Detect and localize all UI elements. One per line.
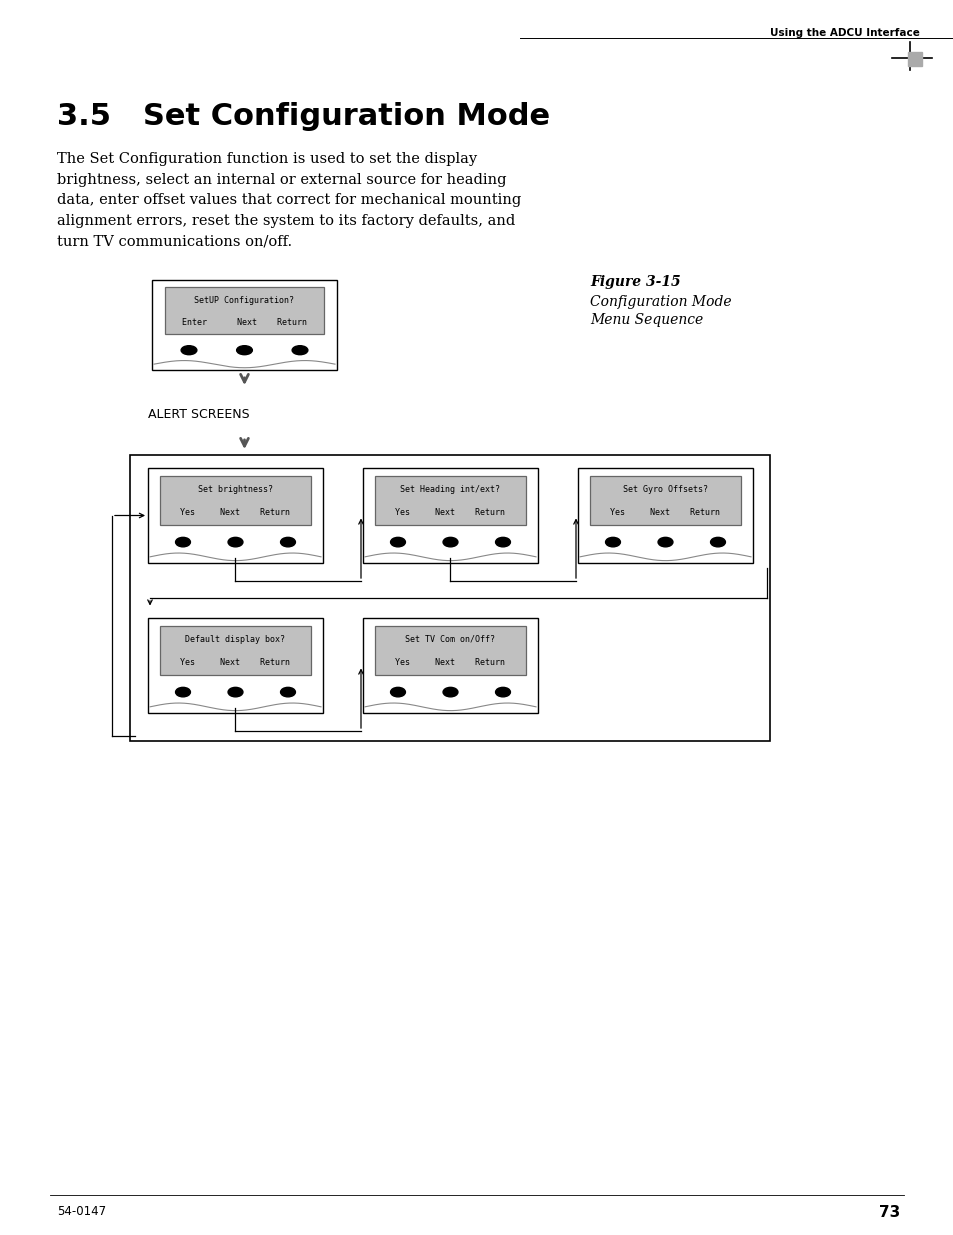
Text: Yes     Next    Return: Yes Next Return <box>180 658 291 667</box>
Text: 3.5   Set Configuration Mode: 3.5 Set Configuration Mode <box>57 103 550 131</box>
Ellipse shape <box>442 688 457 697</box>
Bar <box>165 288 324 333</box>
Bar <box>363 618 537 713</box>
Text: Yes     Next    Return: Yes Next Return <box>395 658 505 667</box>
Ellipse shape <box>175 688 191 697</box>
Text: Configuration Mode: Configuration Mode <box>589 295 731 309</box>
Text: Set Heading int/ext?: Set Heading int/ext? <box>400 485 500 494</box>
Text: 54-0147: 54-0147 <box>57 1205 106 1218</box>
Ellipse shape <box>605 537 619 547</box>
Bar <box>375 626 525 676</box>
Text: Using the ADCU Interface: Using the ADCU Interface <box>769 28 919 38</box>
Bar <box>148 618 323 713</box>
Ellipse shape <box>390 688 405 697</box>
Bar <box>907 52 921 65</box>
Text: Menu Sequence: Menu Sequence <box>589 312 702 327</box>
Ellipse shape <box>280 688 295 697</box>
Text: Yes     Next    Return: Yes Next Return <box>610 508 720 517</box>
Ellipse shape <box>710 537 724 547</box>
Bar <box>160 626 311 676</box>
Ellipse shape <box>181 346 196 354</box>
Ellipse shape <box>442 537 457 547</box>
Bar <box>148 468 323 563</box>
Bar <box>363 468 537 563</box>
Text: Set TV Com on/Off?: Set TV Com on/Off? <box>405 635 495 643</box>
Ellipse shape <box>495 537 510 547</box>
Text: Enter      Next    Return: Enter Next Return <box>182 317 307 327</box>
Bar <box>590 475 740 525</box>
Ellipse shape <box>390 537 405 547</box>
Text: SetUP Configuration?: SetUP Configuration? <box>194 296 294 305</box>
Text: ALERT SCREENS: ALERT SCREENS <box>148 408 250 421</box>
Ellipse shape <box>495 688 510 697</box>
Text: Set Gyro Offsets?: Set Gyro Offsets? <box>622 485 707 494</box>
Text: The Set Configuration function is used to set the display
brightness, select an : The Set Configuration function is used t… <box>57 152 520 248</box>
Ellipse shape <box>175 537 191 547</box>
Bar <box>578 468 752 563</box>
Bar <box>152 280 336 370</box>
Ellipse shape <box>280 537 295 547</box>
Text: 73: 73 <box>878 1205 899 1220</box>
Text: Yes     Next    Return: Yes Next Return <box>180 508 291 517</box>
Ellipse shape <box>236 346 253 354</box>
Text: Default display box?: Default display box? <box>185 635 285 643</box>
Bar <box>375 475 525 525</box>
Ellipse shape <box>292 346 308 354</box>
Bar <box>130 454 769 741</box>
Bar <box>160 475 311 525</box>
Text: Figure 3-15: Figure 3-15 <box>589 275 679 289</box>
Ellipse shape <box>658 537 672 547</box>
Ellipse shape <box>228 688 243 697</box>
Ellipse shape <box>228 537 243 547</box>
Text: Set brightness?: Set brightness? <box>198 485 273 494</box>
Text: Yes     Next    Return: Yes Next Return <box>395 508 505 517</box>
